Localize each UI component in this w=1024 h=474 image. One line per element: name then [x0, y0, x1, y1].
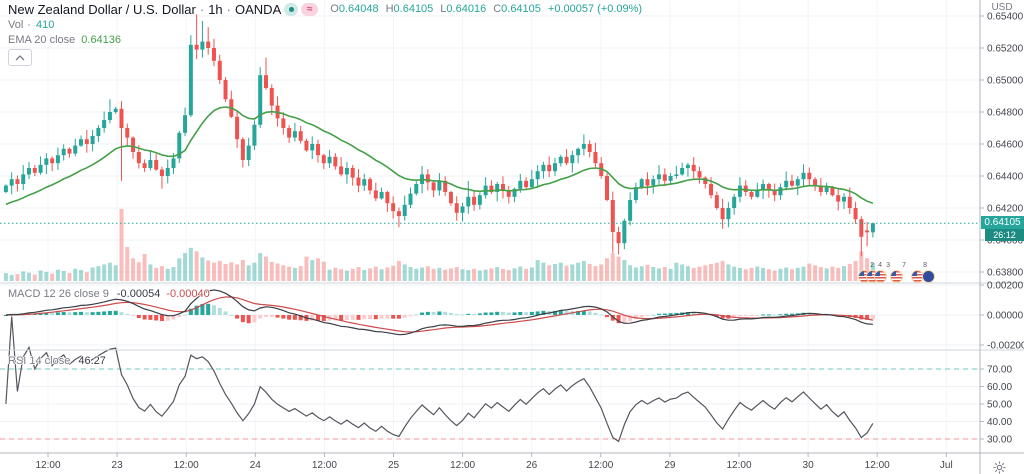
gear-icon	[993, 461, 1005, 473]
interval-label[interactable]: 1h	[208, 2, 223, 17]
marker-waves-icon[interactable]: ≈	[301, 3, 319, 16]
last-price-badge: 0.64105	[981, 216, 1024, 229]
exchange-label[interactable]: OANDA	[235, 2, 282, 17]
svg-text:50.00: 50.00	[987, 400, 1012, 411]
macd-signal-value: -0.00040	[166, 288, 210, 300]
us-flag-icon	[874, 270, 887, 283]
eu-flag-icon	[922, 270, 935, 283]
event-count: 2	[870, 262, 874, 269]
event-count: 8	[923, 262, 927, 269]
ema-legend-row: EMA 20 close 0.64136	[8, 35, 649, 46]
economic-event-marker[interactable]: 3	[874, 262, 890, 284]
svg-text:23: 23	[112, 460, 124, 471]
volume-label[interactable]: Vol	[8, 19, 24, 31]
currency-label[interactable]: USD	[991, 2, 1013, 13]
svg-text:12:00: 12:00	[865, 460, 890, 471]
svg-text:0.64400: 0.64400	[987, 172, 1024, 183]
svg-text:12:00: 12:00	[726, 460, 751, 471]
event-count: 7	[902, 262, 906, 269]
high-value: 0.64105	[393, 3, 434, 15]
ema-label[interactable]: EMA 20 close	[8, 34, 76, 46]
rsi-label[interactable]: RSI 14 close	[8, 355, 71, 367]
svg-text:30: 30	[803, 460, 815, 471]
separator: ·	[27, 19, 31, 31]
chevron-up-icon	[15, 54, 25, 60]
svg-text:12:00: 12:00	[174, 460, 199, 471]
economic-event-marker[interactable]: 7	[890, 262, 906, 284]
ema-value: 0.64136	[81, 34, 122, 46]
svg-text:0.63800: 0.63800	[987, 268, 1024, 279]
svg-text:26: 26	[526, 460, 538, 471]
svg-text:0.64200: 0.64200	[987, 204, 1024, 215]
collapse-legend-button[interactable]	[8, 49, 32, 66]
svg-text:12:00: 12:00	[588, 460, 613, 471]
svg-text:12:00: 12:00	[450, 460, 475, 471]
svg-text:0.00200: 0.00200	[987, 281, 1024, 292]
svg-text:-0.00200: -0.00200	[987, 341, 1024, 352]
main-legend: New Zealand Dollar / U.S. Dollar · 1h · …	[8, 3, 649, 50]
close-value: 0.64105	[501, 3, 541, 15]
event-count: 3	[886, 262, 890, 269]
separator: ·	[226, 2, 232, 17]
close-label: C	[493, 3, 502, 15]
economic-event-marker[interactable]	[922, 264, 935, 284]
svg-text:0.64600: 0.64600	[987, 140, 1024, 151]
svg-text:24: 24	[250, 460, 262, 471]
rsi-value: 46.27	[78, 355, 106, 367]
svg-text:0.64000: 0.64000	[987, 236, 1024, 247]
low-label: L	[440, 3, 447, 15]
svg-text:0.64800: 0.64800	[987, 108, 1024, 119]
volume-legend-row: Vol · 410	[8, 20, 649, 31]
symbol-title[interactable]: New Zealand Dollar / U.S. Dollar	[8, 2, 196, 17]
svg-text:0.00000: 0.00000	[987, 311, 1024, 322]
us-flag-icon	[890, 270, 903, 283]
marker-dot-icon[interactable]	[284, 3, 299, 16]
svg-text:0.65400: 0.65400	[987, 12, 1024, 23]
macd-label[interactable]: MACD 12 26 close 9	[8, 288, 109, 300]
change-value: +0.00057 (+0.09%)	[547, 3, 643, 15]
macd-legend-row: MACD 12 26 close 9 -0.00054 -0.00040	[8, 288, 210, 300]
svg-text:70.00: 70.00	[987, 365, 1012, 376]
open-value: 0.64048	[338, 3, 379, 15]
low-value: 0.64016	[446, 3, 487, 15]
macd-line-value: -0.00054	[116, 288, 161, 300]
svg-text:0.65000: 0.65000	[987, 76, 1024, 87]
ohlc-values: O0.64048 H0.64105 L0.64016 C0.64105 +0.00057…	[330, 4, 649, 15]
svg-text:29: 29	[664, 460, 676, 471]
high-label: H	[385, 3, 394, 15]
separator: ·	[199, 2, 205, 17]
svg-text:40.00: 40.00	[987, 417, 1012, 428]
settings-button[interactable]	[991, 459, 1007, 474]
open-label: O	[330, 3, 339, 15]
svg-text:12:00: 12:00	[312, 460, 337, 471]
bar-countdown-badge: 26:12	[985, 229, 1024, 241]
svg-text:25: 25	[388, 460, 400, 471]
volume-value: 410	[35, 19, 55, 31]
svg-text:0.65200: 0.65200	[987, 44, 1024, 55]
svg-text:Jul: Jul	[940, 460, 953, 471]
svg-text:12:00: 12:00	[35, 460, 60, 471]
symbol-legend-row: New Zealand Dollar / U.S. Dollar · 1h · …	[8, 3, 649, 16]
svg-text:60.00: 60.00	[987, 382, 1012, 393]
event-count: 4	[878, 262, 882, 269]
svg-text:30.00: 30.00	[987, 435, 1012, 446]
rsi-legend-row: RSI 14 close 46.27	[8, 355, 106, 367]
